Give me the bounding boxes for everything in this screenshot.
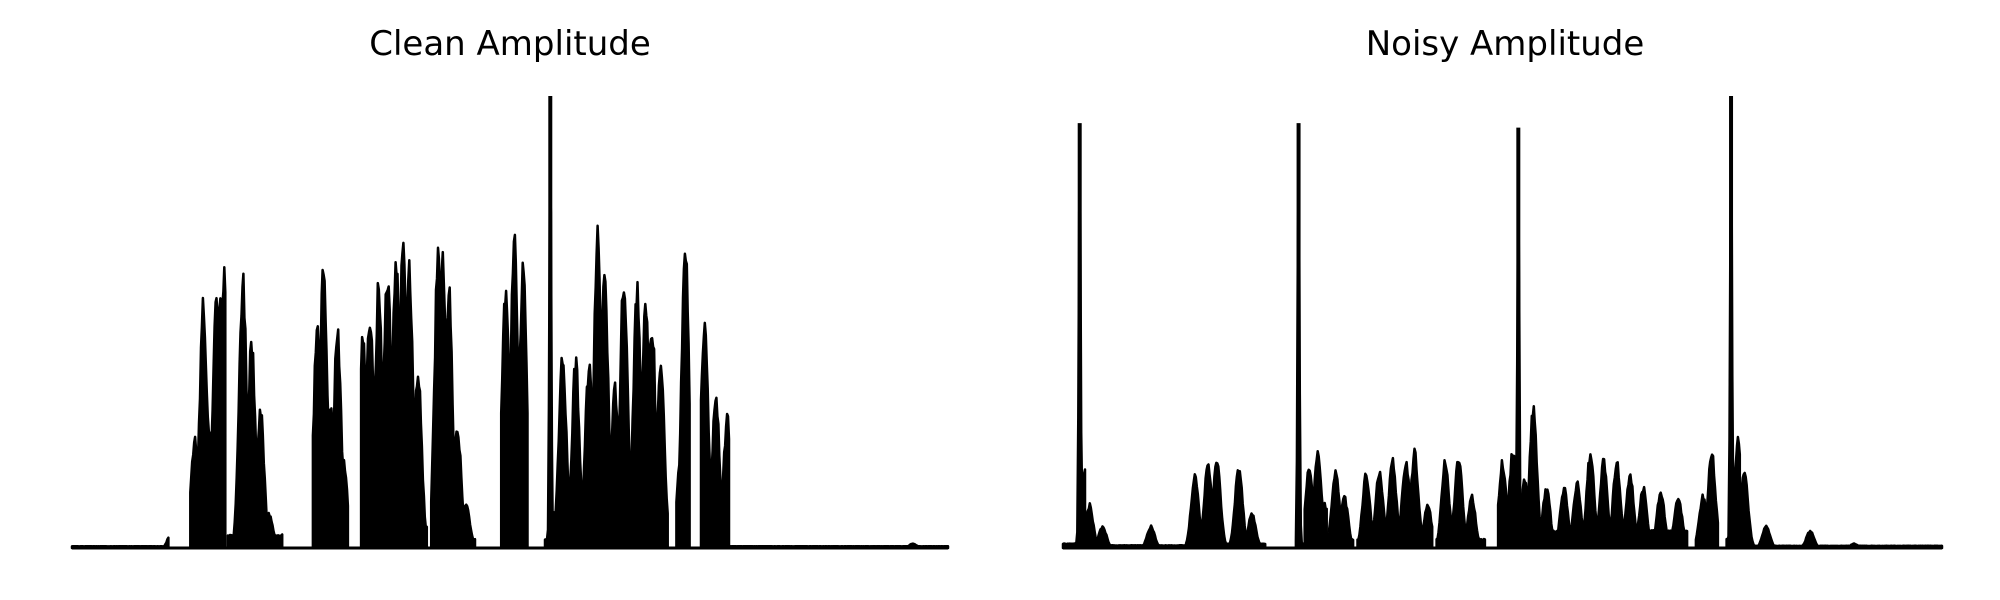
amplitude-segment-2: [226, 272, 284, 550]
amplitude-segment-10: [675, 252, 691, 550]
amplitude-segment-12: [1738, 471, 1944, 550]
amplitude-segment-5: [399, 241, 429, 550]
panel-clean-amplitude: [70, 96, 950, 550]
amplitude-segment-12: [727, 542, 950, 550]
amplitude-segment-11: [1725, 126, 1742, 550]
amplitude-segment-7: [1435, 459, 1487, 550]
amplitude-segment-4: [359, 260, 402, 550]
chart-title-clean: Clean Amplitude: [369, 24, 651, 64]
amplitude-segment-5: [1325, 469, 1355, 550]
chart-title-noisy: Noisy Amplitude: [1365, 24, 1645, 64]
amplitude-segment-2: [1184, 461, 1267, 550]
amplitude-segment-10: [1694, 453, 1720, 550]
amplitude-segment-1: [1083, 502, 1188, 550]
amplitude-segment-4: [1303, 449, 1328, 550]
amplitude-segment-9: [1518, 404, 1689, 550]
amplitude-segment-6: [429, 246, 477, 550]
amplitude-segment-9: [552, 224, 669, 550]
amplitude-segment-3: [311, 268, 350, 550]
amplitude-segment-7: [499, 233, 529, 550]
amplitude-segment-1: [189, 265, 227, 550]
amplitude-segment-0: [70, 536, 170, 550]
amplitude-segment-11: [699, 321, 731, 550]
amplitude-segment-6: [1356, 447, 1434, 550]
panel-noisy-amplitude: [1061, 96, 1944, 550]
